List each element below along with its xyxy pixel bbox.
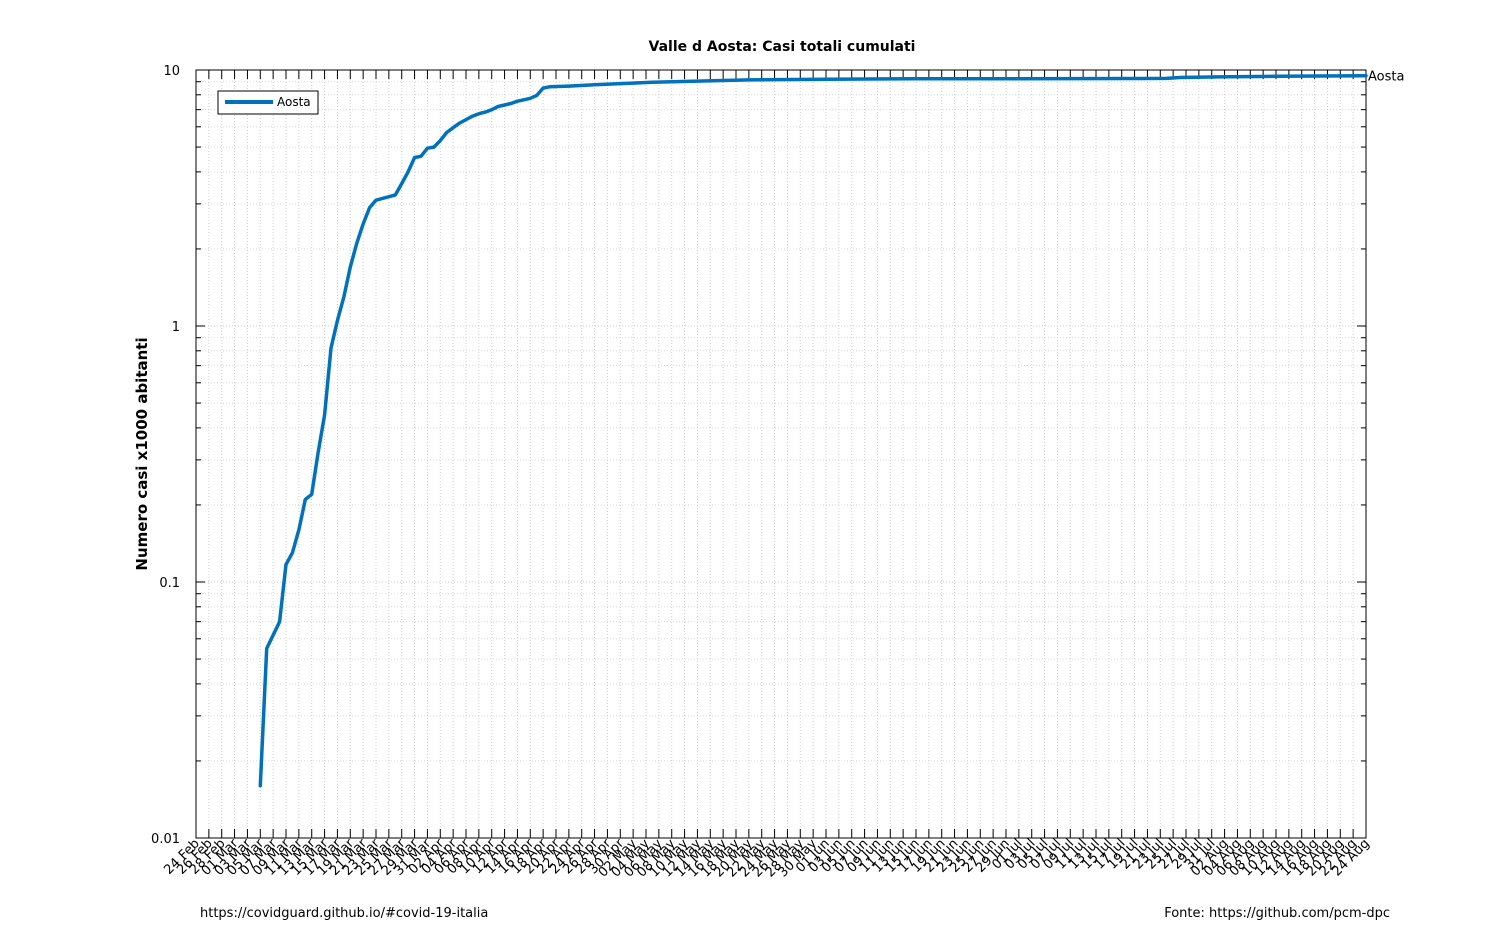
data-point — [471, 114, 474, 118]
data-point — [548, 85, 551, 88]
minor-grid — [196, 81, 1366, 762]
data-point — [477, 112, 481, 115]
y-axis: 0.01 0.1 1 10 — [151, 64, 1366, 847]
y-tick-label: 0.1 — [159, 576, 180, 591]
series-end-label-aosta: Aosta — [1368, 70, 1404, 85]
y-tick-label: 0.01 — [151, 832, 180, 847]
data-point — [394, 193, 397, 197]
data-point — [284, 563, 288, 566]
data-point — [445, 131, 448, 134]
data-point — [1017, 77, 1021, 80]
data-point — [361, 222, 365, 226]
data-point — [496, 105, 500, 108]
data-point — [458, 121, 461, 125]
data-point — [522, 98, 526, 101]
data-point — [914, 77, 918, 80]
data-point — [419, 155, 423, 158]
data-point — [342, 295, 346, 299]
data-point — [535, 94, 538, 97]
data-point — [349, 265, 352, 269]
data-point — [509, 102, 513, 105]
data-point — [451, 126, 455, 129]
data-point — [516, 100, 519, 103]
legend: Aosta — [217, 90, 319, 115]
y-axis-label: Numero casi x1000 abitanti — [133, 337, 151, 570]
data-point — [336, 319, 339, 322]
major-grid — [195, 69, 1367, 839]
data-point — [432, 145, 436, 149]
data-point — [426, 146, 429, 150]
data-point — [1364, 74, 1368, 77]
data-point — [651, 81, 654, 84]
data-point — [413, 156, 416, 159]
footer-data-source: Fonte: https://github.com/pcm-dpc — [1164, 906, 1390, 921]
data-point — [297, 528, 301, 531]
data-point — [747, 78, 751, 82]
data-point — [316, 451, 320, 454]
data-point — [387, 195, 391, 198]
footer-source-url: https://covidguard.github.io/#covid-19-i… — [200, 906, 489, 921]
data-point — [503, 103, 506, 107]
y-tick-label: 1 — [172, 320, 180, 335]
data-point — [593, 83, 596, 87]
data-point — [1178, 76, 1181, 79]
data-point — [464, 118, 468, 121]
data-point — [439, 139, 442, 142]
data-point — [400, 182, 403, 185]
chart-title: Valle d Aosta: Casi totali cumulati — [649, 39, 916, 55]
data-point — [824, 78, 828, 81]
data-point — [541, 86, 545, 90]
data-point — [619, 82, 622, 85]
y-tick-label: 10 — [163, 64, 180, 79]
data-point — [368, 206, 371, 209]
data-point — [355, 242, 358, 245]
data-point — [323, 413, 326, 416]
legend-label-aosta: Aosta — [277, 95, 311, 109]
data-point — [1165, 77, 1168, 80]
data-point — [304, 498, 307, 501]
data-point — [381, 197, 384, 200]
data-point — [529, 97, 532, 100]
data-point — [490, 108, 493, 111]
series-layer: Aosta — [258, 70, 1404, 788]
plot-area — [195, 69, 1367, 839]
data-point — [291, 551, 294, 555]
data-point — [278, 620, 281, 623]
data-point — [484, 110, 487, 114]
data-point — [1216, 75, 1220, 79]
data-point — [1274, 75, 1278, 78]
data-point — [310, 493, 313, 496]
data-point — [406, 170, 410, 174]
data-point — [374, 199, 378, 202]
data-point — [259, 784, 262, 787]
data-point — [567, 84, 571, 88]
data-point — [696, 79, 699, 83]
data-point — [329, 346, 333, 350]
data-point — [265, 647, 268, 650]
